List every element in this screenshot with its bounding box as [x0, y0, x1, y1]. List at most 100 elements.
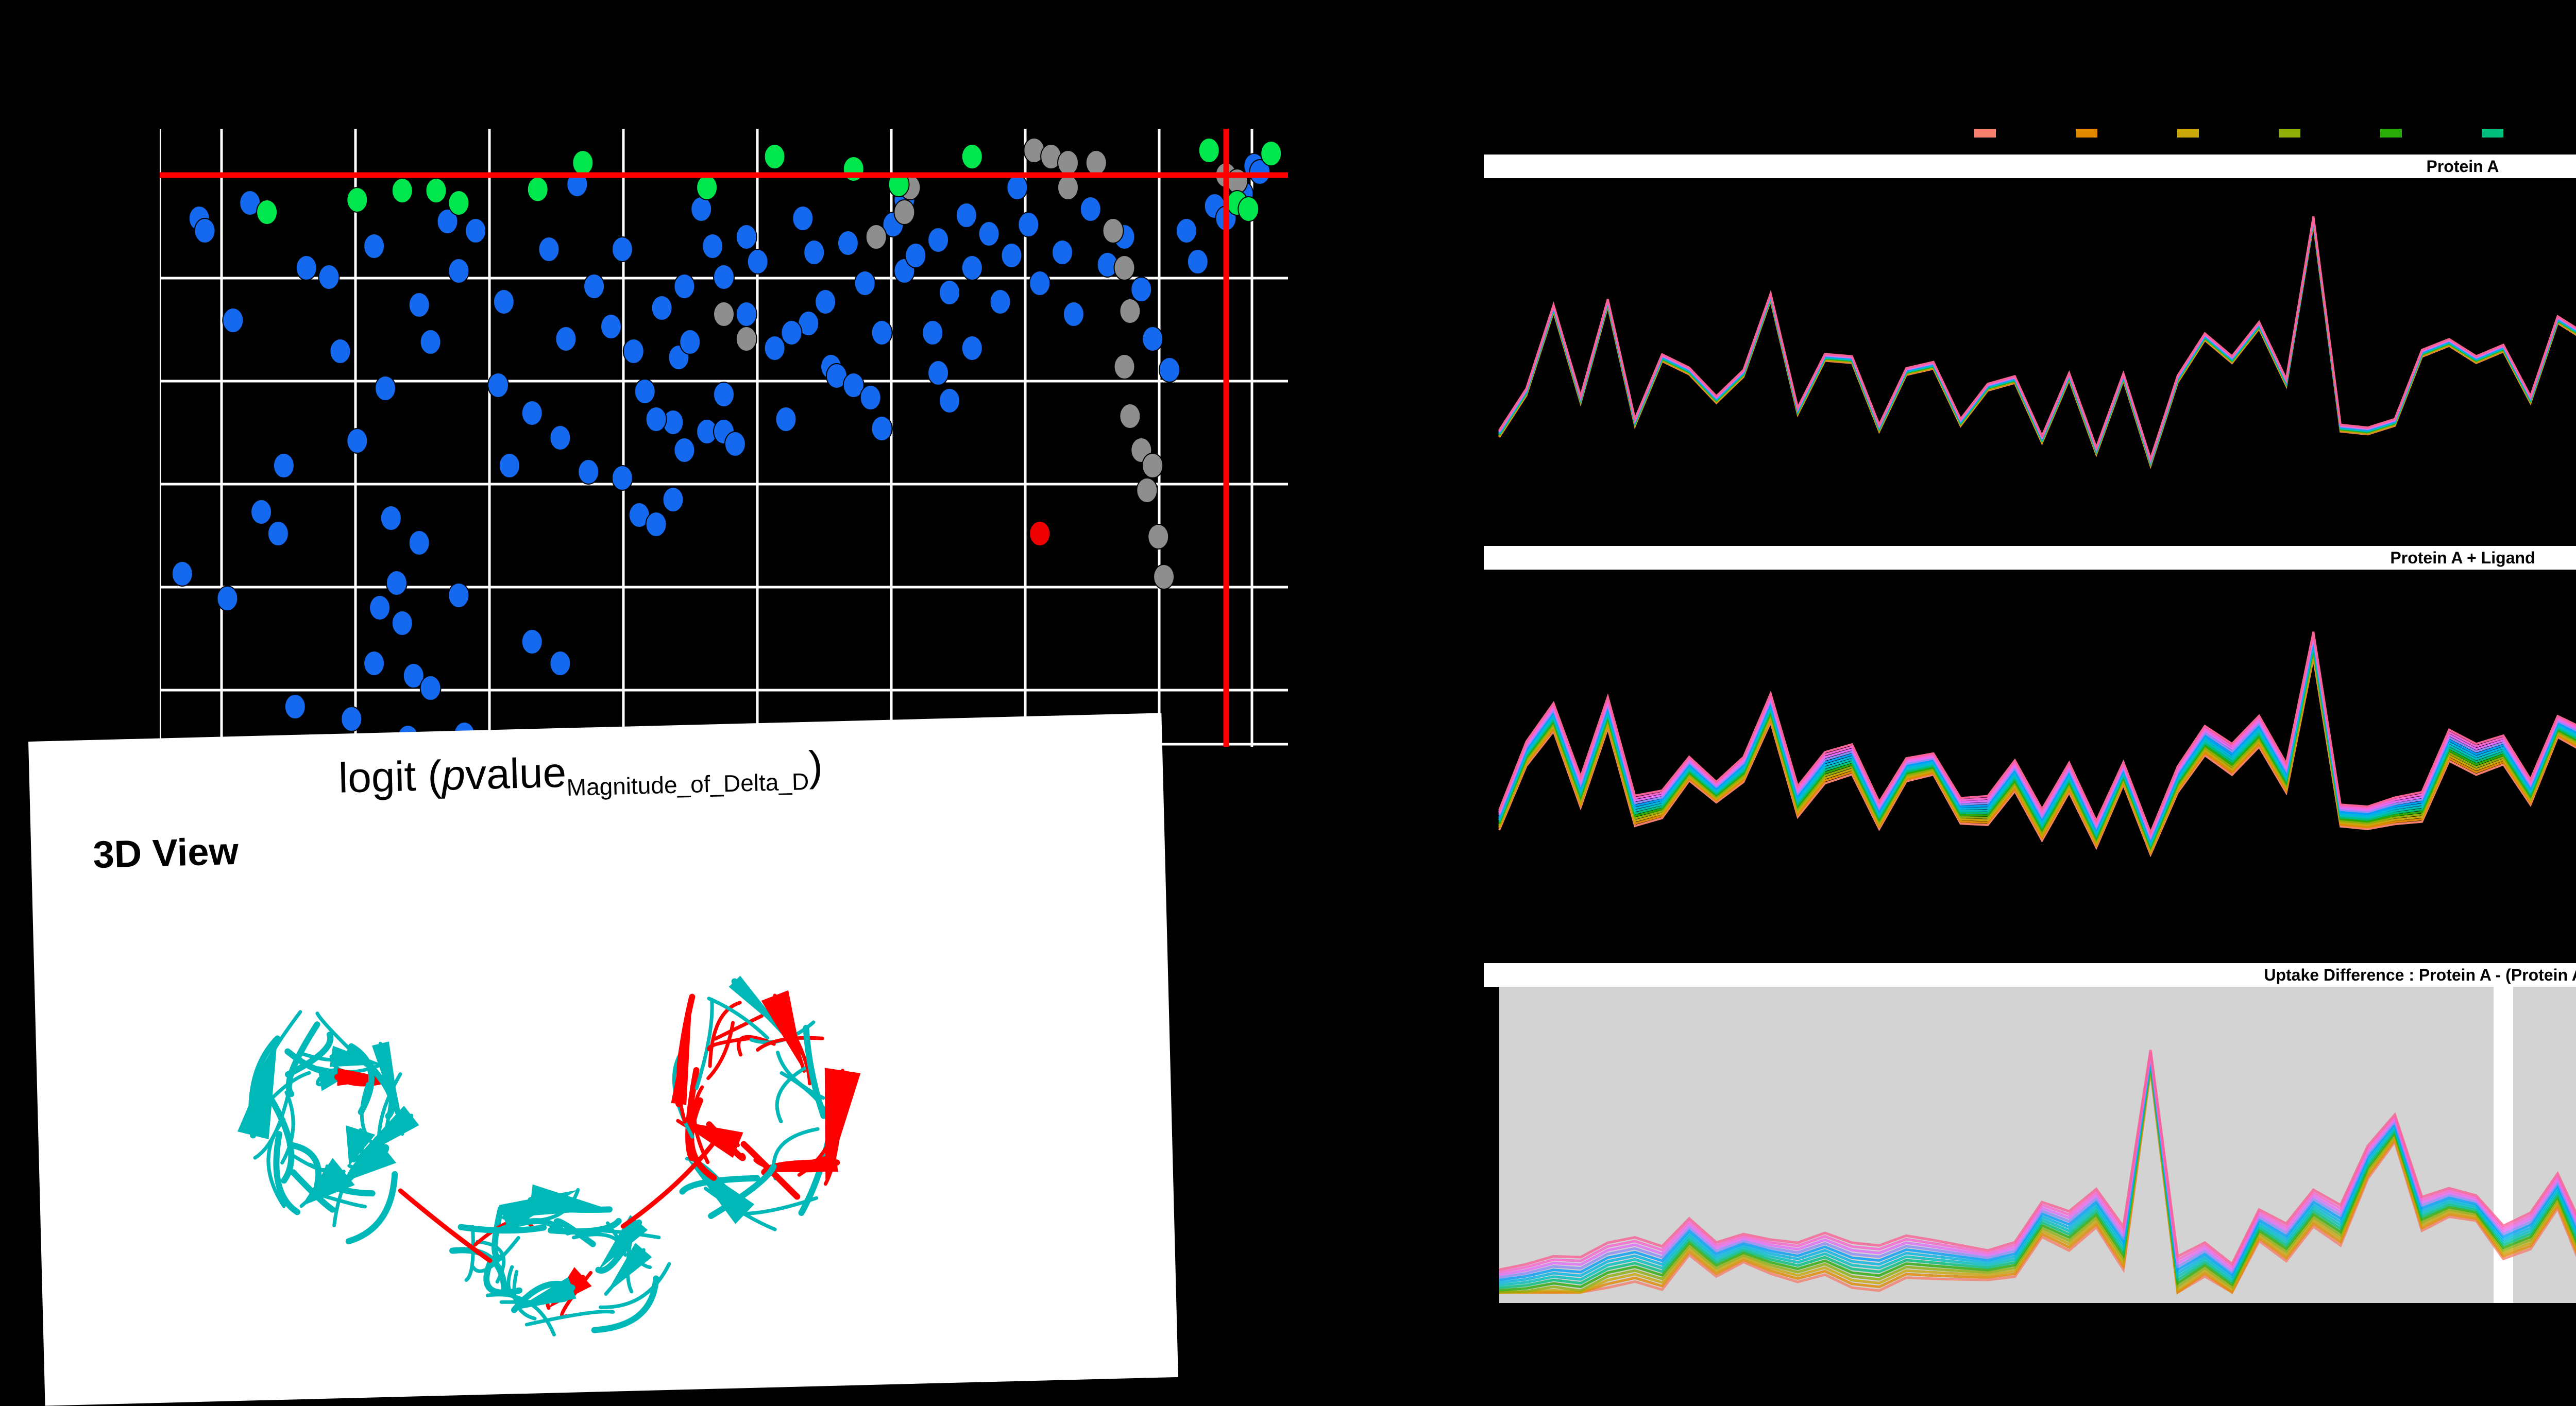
- volcano-point[interactable]: [713, 382, 735, 407]
- volcano-point[interactable]: [679, 329, 701, 355]
- volcano-point[interactable]: [1113, 255, 1136, 281]
- volcano-point[interactable]: [549, 650, 571, 676]
- volcano-point[interactable]: [1001, 243, 1023, 268]
- volcano-point[interactable]: [961, 335, 983, 361]
- volcano-point[interactable]: [1057, 175, 1079, 200]
- volcano-point[interactable]: [781, 320, 803, 346]
- volcano-point[interactable]: [555, 326, 577, 352]
- volcano-point[interactable]: [1052, 239, 1073, 265]
- volcano-point[interactable]: [341, 706, 363, 732]
- volcano-point[interactable]: [250, 499, 273, 525]
- volcano-point[interactable]: [216, 586, 239, 611]
- volcano-point[interactable]: [572, 150, 594, 176]
- uptake-plot-protein-a-ligand[interactable]: [1484, 570, 2576, 886]
- volcano-scatter-area[interactable]: [160, 129, 1288, 747]
- legend-swatch-timepoint-5[interactable]: [2380, 129, 2402, 138]
- volcano-point[interactable]: [792, 205, 814, 231]
- volcano-point[interactable]: [1260, 141, 1282, 166]
- volcano-point[interactable]: [859, 385, 882, 410]
- uptake-panel-protein-a[interactable]: Protein A: [1484, 155, 2576, 494]
- volcano-point[interactable]: [611, 465, 633, 491]
- volcano-point[interactable]: [1187, 249, 1209, 275]
- volcano-point[interactable]: [645, 511, 667, 537]
- volcano-point[interactable]: [408, 292, 430, 318]
- volcano-point[interactable]: [1119, 298, 1141, 324]
- uptake-panel-difference[interactable]: Uptake Difference : Protein A - (Protein…: [1484, 963, 2576, 1303]
- volcano-point[interactable]: [803, 239, 825, 265]
- volcano-point[interactable]: [989, 289, 1011, 315]
- volcano-point[interactable]: [448, 258, 470, 284]
- volcano-point[interactable]: [1238, 196, 1260, 222]
- volcano-point[interactable]: [713, 301, 735, 327]
- volcano-point[interactable]: [419, 329, 442, 355]
- volcano-point[interactable]: [363, 650, 385, 676]
- volcano-point[interactable]: [764, 144, 786, 169]
- volcano-point[interactable]: [369, 595, 391, 621]
- volcano-point[interactable]: [1006, 175, 1028, 200]
- volcano-point[interactable]: [1159, 357, 1180, 383]
- volcano-point[interactable]: [578, 459, 600, 485]
- volcano-point[interactable]: [837, 230, 859, 256]
- volcano-point[interactable]: [436, 209, 459, 234]
- volcano-point[interactable]: [905, 243, 927, 268]
- volcano-point[interactable]: [1062, 301, 1084, 327]
- volcano-point[interactable]: [465, 218, 487, 244]
- volcano-point[interactable]: [385, 570, 408, 596]
- volcano-point[interactable]: [583, 273, 605, 299]
- volcano-point[interactable]: [871, 320, 893, 346]
- volcano-point[interactable]: [487, 372, 509, 398]
- volcano-point[interactable]: [735, 301, 757, 327]
- volcano-point[interactable]: [419, 675, 442, 701]
- volcano-point[interactable]: [815, 289, 837, 315]
- volcano-point[interactable]: [1153, 564, 1175, 590]
- volcano-point[interactable]: [549, 425, 571, 451]
- volcano-point[interactable]: [893, 199, 916, 225]
- volcano-point[interactable]: [1198, 138, 1220, 163]
- volcano-point[interactable]: [961, 255, 983, 281]
- volcano-point[interactable]: [702, 233, 724, 259]
- volcano-point[interactable]: [690, 196, 713, 222]
- volcano-point[interactable]: [380, 505, 402, 531]
- volcano-point[interactable]: [538, 236, 560, 262]
- volcano-point[interactable]: [1175, 218, 1197, 244]
- volcano-point[interactable]: [645, 406, 667, 432]
- volcano-point[interactable]: [318, 264, 340, 290]
- volcano-point[interactable]: [955, 202, 977, 228]
- volcano-point[interactable]: [267, 521, 289, 546]
- volcano-point[interactable]: [622, 338, 645, 364]
- volcano-point[interactable]: [527, 176, 549, 202]
- volcano-point[interactable]: [651, 295, 673, 321]
- volcano-point[interactable]: [408, 530, 430, 556]
- volcano-point[interactable]: [961, 144, 983, 169]
- volcano-point[interactable]: [978, 221, 1000, 247]
- volcano-point[interactable]: [256, 199, 278, 225]
- volcano-point[interactable]: [611, 236, 633, 262]
- volcano-point[interactable]: [927, 360, 950, 386]
- volcano-point[interactable]: [713, 264, 735, 290]
- volcano-point[interactable]: [1130, 277, 1153, 302]
- volcano-point[interactable]: [1119, 403, 1141, 429]
- volcano-point[interactable]: [375, 375, 396, 401]
- volcano-point[interactable]: [493, 289, 515, 315]
- view-3d-panel[interactable]: logit (pvalueMagnitude_of_Delta_D) 3D Vi…: [28, 713, 1178, 1406]
- volcano-point[interactable]: [363, 233, 385, 259]
- uptake-panel-protein-a-ligand[interactable]: Protein A + Ligand: [1484, 546, 2576, 886]
- volcano-point[interactable]: [735, 326, 757, 352]
- volcano-point[interactable]: [939, 388, 960, 414]
- volcano-point[interactable]: [1136, 477, 1158, 503]
- volcano-point[interactable]: [842, 372, 865, 398]
- volcano-point[interactable]: [329, 338, 351, 364]
- volcano-point[interactable]: [273, 453, 295, 478]
- volcano-point[interactable]: [1142, 326, 1164, 352]
- protein-structure-cartoon[interactable]: [151, 888, 987, 1372]
- volcano-point[interactable]: [939, 280, 960, 305]
- volcano-point[interactable]: [600, 314, 622, 339]
- volcano-point[interactable]: [425, 178, 447, 203]
- volcano-point[interactable]: [865, 224, 887, 250]
- volcano-point[interactable]: [927, 227, 950, 253]
- volcano-point[interactable]: [222, 307, 244, 333]
- volcano-point[interactable]: [1102, 218, 1124, 244]
- volcano-point[interactable]: [724, 431, 746, 457]
- volcano-point[interactable]: [171, 561, 193, 587]
- volcano-point[interactable]: [1147, 524, 1170, 550]
